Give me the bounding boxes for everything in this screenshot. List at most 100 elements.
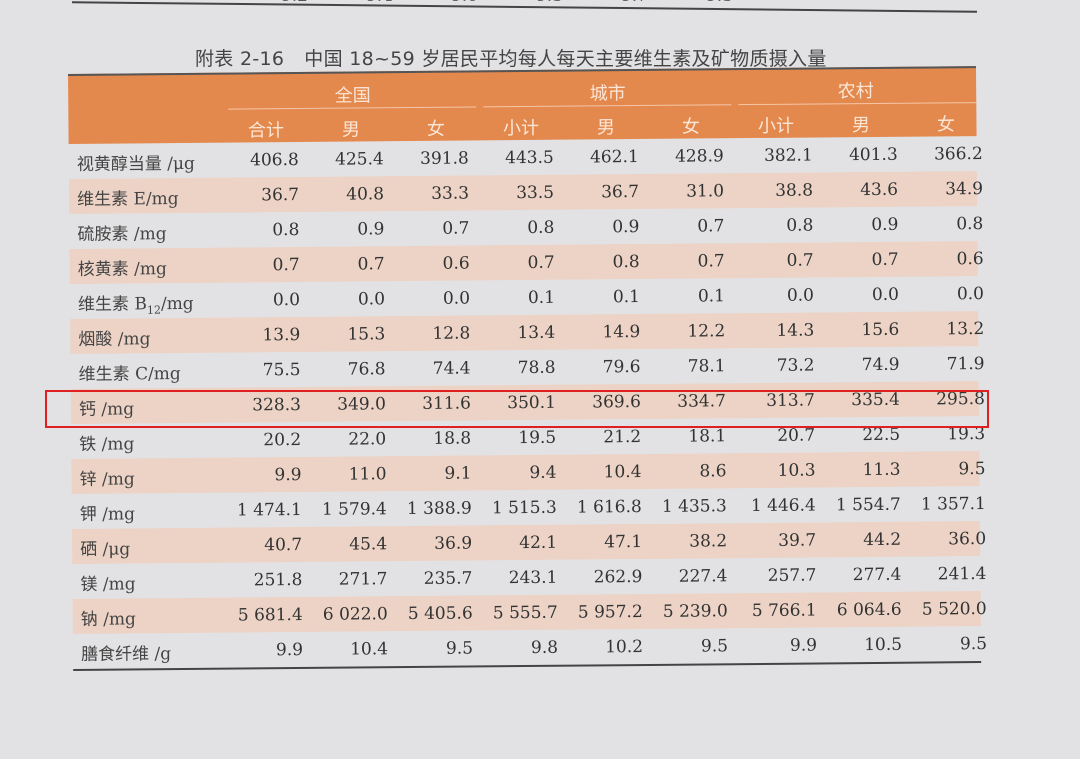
row-label: 膳食纤维 /g: [80, 644, 172, 665]
table-cell: 227.4: [678, 566, 728, 587]
table-cell: 1 579.4: [321, 499, 387, 520]
column-header: 男: [851, 115, 871, 137]
table-cell: 36.9: [434, 533, 473, 554]
table-cell: 425.4: [334, 149, 384, 170]
table-cell: 0.7: [697, 216, 725, 237]
table-cell: 428.9: [674, 146, 724, 167]
table-cell: 366.2: [933, 144, 983, 165]
column-header: 女: [426, 118, 446, 140]
table-cell: 36.7: [261, 184, 300, 206]
table-cell: 38.2: [689, 531, 728, 552]
table-cell: 44.2: [863, 529, 902, 551]
table-cell: 0.1: [612, 287, 641, 308]
table-cell: 18.1: [688, 426, 727, 447]
table-cell: 5 681.4: [237, 604, 303, 626]
table-cell: 14.9: [602, 322, 641, 343]
row-label: 维生素 C/mg: [78, 364, 181, 385]
table-cell: 74.4: [432, 358, 471, 379]
table-number: 附表 2-16: [195, 48, 285, 70]
previous-cell: 9.3: [483, 0, 563, 6]
table-cell: 0.6: [956, 249, 984, 270]
table-cell: 0.8: [272, 219, 300, 241]
table-cell: 0.8: [612, 252, 640, 273]
table-cell: 15.3: [347, 324, 386, 345]
table-cell: 401.3: [848, 144, 898, 166]
table-cell: 443.5: [504, 147, 554, 169]
row-label: 硒 /μg: [80, 539, 131, 560]
table-cell: 0.7: [442, 218, 470, 239]
table-cell: 9.5: [445, 638, 474, 659]
table-cell: 10.4: [350, 639, 389, 660]
table-cell: 10.4: [603, 462, 642, 483]
calcium-row-highlight-box: [45, 390, 989, 428]
table-cell: 33.3: [431, 183, 470, 204]
table-cell: 12.2: [687, 321, 726, 342]
table-cell: 38.8: [775, 180, 814, 201]
table-cell: 11.0: [348, 464, 387, 485]
table-cell: 0.0: [272, 289, 301, 311]
table-cell: 9.5: [959, 634, 988, 655]
table-cell: 0.7: [357, 254, 385, 275]
table-cell: 43.6: [860, 179, 899, 201]
table-header: 全国 城市 农村 合计 男 女 小计 男 女 小计 男 女: [68, 66, 977, 144]
table-cell: 10.5: [864, 634, 903, 656]
table-cell: 0.0: [871, 284, 900, 305]
table-cell: 31.0: [686, 181, 725, 202]
table-cell: 40.7: [264, 534, 303, 556]
table-cell: 0.7: [272, 254, 300, 276]
table-cell: 74.9: [861, 354, 900, 376]
table-cell: 0.7: [871, 249, 899, 270]
table-cell: 42.1: [519, 532, 558, 554]
table-cell: 13.2: [946, 319, 985, 340]
table-cell: 6 064.6: [836, 599, 902, 621]
table-cell: 9.4: [529, 462, 557, 483]
table-cell: 1 357.1: [920, 494, 986, 515]
table-cell: 462.1: [589, 147, 639, 168]
column-header: 男: [341, 119, 361, 141]
table-cell: 76.8: [347, 359, 386, 380]
table-cell: 11.3: [862, 459, 901, 481]
table-cell: 0.0: [357, 289, 386, 310]
table-cell: 0.0: [786, 285, 815, 306]
table-cell: 277.4: [852, 564, 902, 586]
row-label: 维生素 B12/mg: [78, 289, 194, 317]
previous-cell: 9.4: [313, 0, 393, 6]
table-cell: 19.5: [518, 427, 557, 449]
table-cell: 5 555.7: [492, 602, 558, 624]
row-label: 核黄素 /mg: [77, 259, 167, 280]
table-cell: 47.1: [604, 532, 643, 553]
table-cell: 0.6: [442, 253, 470, 274]
table-cell: 243.1: [508, 567, 558, 589]
row-label: 铁 /mg: [79, 434, 135, 455]
table-cell: 71.9: [946, 354, 985, 375]
table-cell: 45.4: [349, 534, 388, 555]
table-cell: 235.7: [423, 568, 473, 589]
table-cell: 22.0: [348, 429, 387, 450]
table-cell: 0.7: [697, 251, 725, 272]
table-cell: 18.8: [433, 428, 472, 449]
row-label: 钾 /mg: [79, 504, 136, 525]
previous-cell: 9.7: [568, 0, 648, 6]
table-cell: 15.6: [861, 319, 900, 341]
table-cell: 5 520.0: [921, 599, 987, 620]
table-cell: 36.0: [948, 529, 987, 550]
table-cell: 78.1: [687, 356, 726, 377]
column-header: 合计: [247, 120, 285, 142]
table-cell: 0.0: [956, 284, 985, 305]
table-cell: 75.5: [262, 359, 301, 381]
table-cell: 1 474.1: [236, 499, 302, 521]
table-cell: 14.3: [776, 320, 815, 341]
table-cell: 9.5: [700, 636, 729, 657]
group-urban: 城市: [589, 83, 626, 105]
table-cell: 40.8: [346, 184, 385, 205]
table-cell: 10.2: [605, 637, 644, 658]
table-cell: 9.5: [958, 459, 986, 480]
table-cell: 0.8: [527, 217, 555, 238]
column-header: 男: [596, 117, 616, 139]
group-rural: 农村: [837, 80, 874, 103]
table-cell: 9.1: [444, 463, 472, 484]
table-cell: 9.9: [789, 635, 818, 656]
table-cell: 5 239.0: [662, 601, 728, 622]
table-cell: 0.8: [956, 214, 984, 235]
table-cell: 1 616.8: [576, 497, 642, 518]
